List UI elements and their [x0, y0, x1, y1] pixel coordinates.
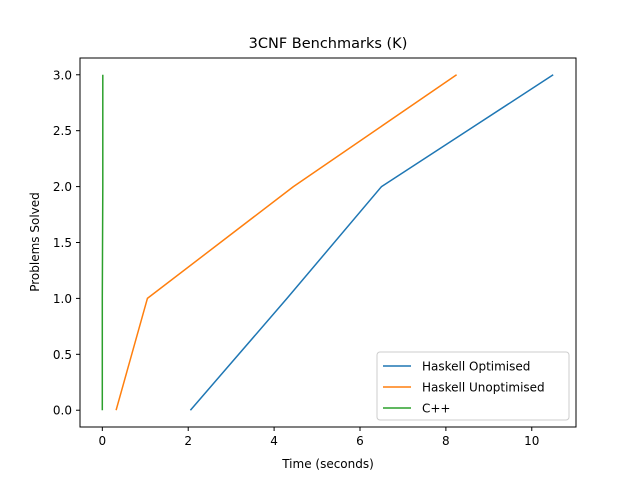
chart-title: 3CNF Benchmarks (K): [249, 36, 408, 52]
series-line-haskell-optimised: [189, 74, 554, 411]
x-tick-label: 4: [270, 434, 278, 448]
y-axis-label: Problems Solved: [28, 192, 42, 292]
x-tick-label: 10: [524, 434, 539, 448]
y-tick-label: 0.0: [53, 404, 72, 418]
y-tick-label: 2.5: [53, 124, 72, 138]
legend-label-haskell-unoptimised: Haskell Unoptimised: [422, 381, 545, 395]
x-tick-label: 6: [356, 434, 364, 448]
y-tick-label: 3.0: [53, 68, 72, 82]
x-tick-label: 8: [442, 434, 450, 448]
legend-label-cplusplus: C++: [422, 402, 451, 416]
series-line-haskell-unoptimised: [115, 74, 458, 411]
series-line-cplusplus: [101, 74, 104, 411]
x-tick-label: 2: [184, 434, 192, 448]
legend-label-haskell-optimised: Haskell Optimised: [422, 360, 530, 374]
y-tick-label: 1.0: [53, 292, 72, 306]
legend-box: [376, 351, 570, 421]
x-tick-label: 0: [99, 434, 107, 448]
legend: Haskell Optimised Haskell Unoptimised C++: [376, 351, 570, 421]
plot-lines: [101, 74, 554, 411]
y-tick-label: 0.5: [53, 348, 72, 362]
x-axis: 0 2 4 6 8 10: [99, 427, 539, 448]
y-tick-label: 2.0: [53, 180, 72, 194]
x-axis-label: Time (seconds): [281, 457, 374, 471]
y-tick-label: 1.5: [53, 236, 72, 250]
y-axis: 0.0 0.5 1.0 1.5 2.0 2.5 3.0: [53, 68, 80, 418]
